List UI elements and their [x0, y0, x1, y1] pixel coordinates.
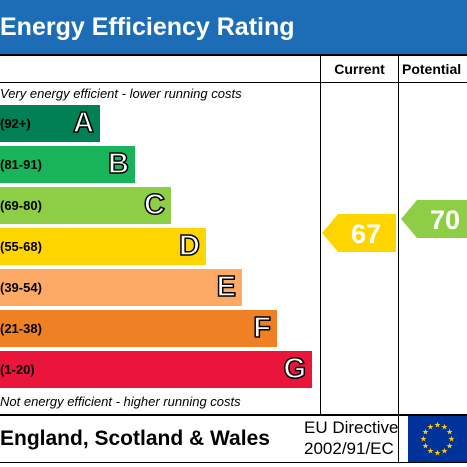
footer-country: England, Scotland & Wales	[0, 427, 270, 450]
potential-rating-value: 70	[430, 205, 460, 235]
band-range-label: (39-54)	[0, 280, 42, 295]
rating-band-b: (81-91) B	[0, 146, 135, 183]
band-letter: D	[178, 229, 200, 263]
eu-star-icon: ★	[434, 421, 441, 430]
rating-band-g: (1-20) G	[0, 351, 312, 388]
eu-star-icon: ★	[422, 442, 429, 451]
band-letter: G	[283, 352, 307, 386]
column-header-potential: Potential	[402, 61, 462, 77]
eu-flag-icon: ★ ★★★★★★★★★★★	[408, 416, 467, 462]
frame-line-col2	[398, 54, 399, 416]
eu-directive-line1: EU Directive	[304, 418, 399, 437]
rating-band-a: (92+) A	[0, 105, 100, 142]
page-title: Energy Efficiency Rating	[0, 13, 295, 41]
band-range-label: (21-38)	[0, 321, 42, 336]
frame-line-top	[0, 54, 467, 56]
frame-line-col1	[320, 54, 321, 416]
eu-star-icon: ★	[427, 447, 434, 456]
note-efficient: Very energy efficient - lower running co…	[0, 86, 242, 101]
eu-star-icon: ★	[434, 449, 441, 458]
eu-star-icon: ★	[422, 428, 429, 437]
band-letter: E	[216, 270, 237, 304]
eu-star-icon: ★	[446, 428, 453, 437]
band-range-label: (69-80)	[0, 198, 42, 213]
rating-band-c: (69-80) C	[0, 187, 171, 224]
band-range-label: (92+)	[0, 116, 31, 131]
band-range-label: (55-68)	[0, 239, 42, 254]
eu-star-icon: ★	[446, 442, 453, 451]
eu-star-icon: ★	[420, 435, 427, 444]
current-rating-value: 67	[351, 219, 381, 249]
band-letter: F	[253, 311, 272, 345]
eu-star-icon: ★	[441, 422, 448, 431]
rating-band-d: (55-68) D	[0, 228, 206, 265]
band-letter: C	[143, 188, 165, 222]
note-inefficient: Not energy efficient - higher running co…	[0, 394, 241, 409]
eu-directive-line2: 2002/91/EC	[304, 439, 394, 458]
column-header-current: Current	[334, 61, 385, 77]
eu-star-icon: ★	[427, 422, 434, 431]
frame-line-header-bottom	[0, 82, 467, 83]
eu-star-icon: ★	[448, 435, 455, 444]
band-letter: A	[72, 106, 94, 140]
rating-band-f: (21-38) F	[0, 310, 277, 347]
current-rating-arrow: 67	[322, 214, 396, 252]
frame-line-footer-bottom	[0, 462, 467, 463]
frame-line-content-bottom	[0, 414, 467, 416]
rating-band-e: (39-54) E	[0, 269, 242, 306]
band-range-label: (81-91)	[0, 157, 42, 172]
band-range-label: (1-20)	[0, 362, 35, 377]
frame-line-footer-divider	[398, 416, 399, 462]
eu-star-icon: ★	[441, 447, 448, 456]
header-bar	[0, 0, 467, 54]
band-letter: B	[107, 147, 129, 181]
potential-rating-arrow: 70	[401, 200, 467, 238]
